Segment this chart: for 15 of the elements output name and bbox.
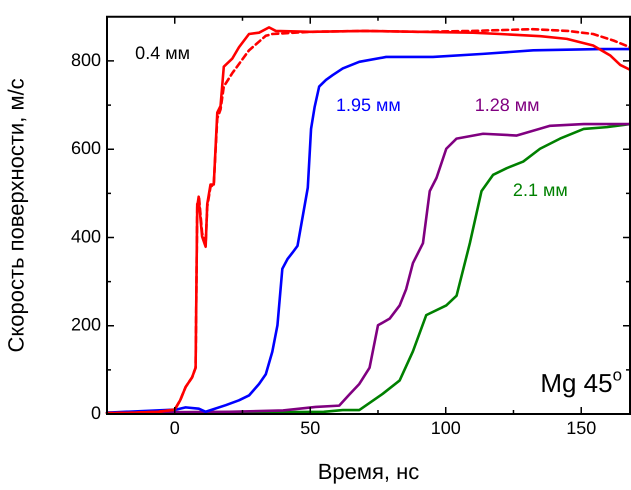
series-label: 1.28 мм	[474, 94, 540, 115]
y-tick-label: 600	[70, 138, 101, 158]
x-tick-label: 100	[430, 418, 461, 438]
y-axis-title: Скорость поверхности, м/с	[3, 78, 28, 352]
x-tick-label: 0	[170, 418, 180, 438]
series-label: 2.1 мм	[512, 180, 568, 200]
series-label: 0.4 мм	[135, 42, 190, 63]
y-tick-label: 400	[70, 226, 101, 246]
y-tick-label: 0	[90, 402, 101, 423]
series-label: 1.95 мм	[336, 94, 401, 115]
x-tick-label: 50	[300, 418, 320, 438]
x-tick-label: 150	[566, 418, 596, 438]
x-axis-title: Время, нс	[318, 458, 420, 484]
y-tick-label: 800	[70, 50, 101, 70]
y-tick-label: 200	[70, 314, 101, 335]
